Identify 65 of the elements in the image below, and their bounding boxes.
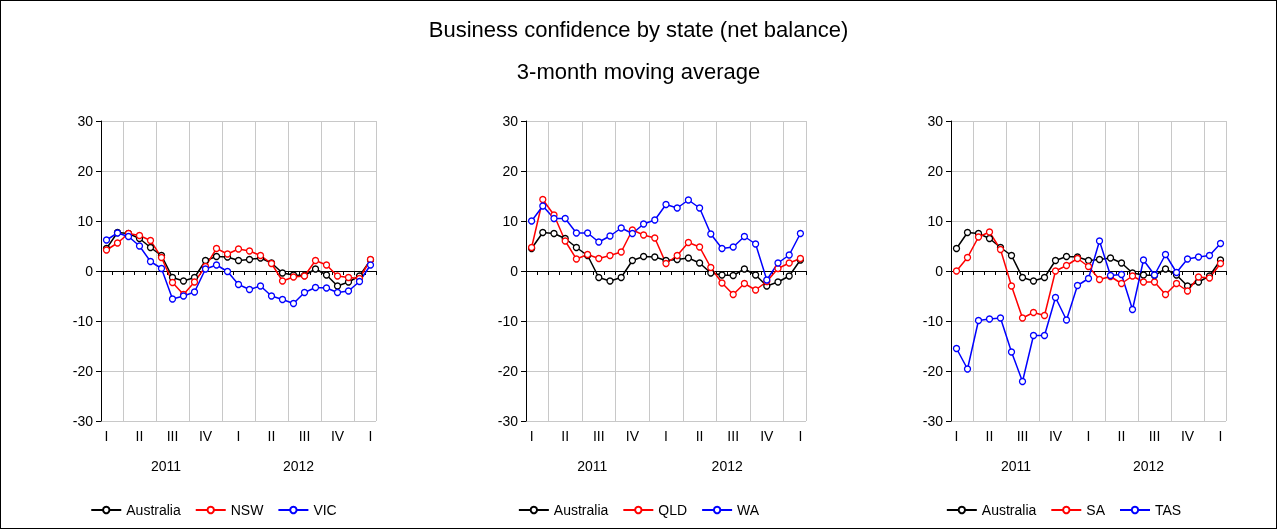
- x-tick-label: III: [1148, 428, 1161, 444]
- legend-label: TAS: [1154, 502, 1182, 518]
- x-tick-label: II: [135, 428, 144, 444]
- x-tick-label: II: [985, 428, 994, 444]
- y-tick-label: 0: [935, 263, 944, 279]
- y-tick-label: -10: [922, 313, 944, 329]
- x-tick-label: II: [695, 428, 704, 444]
- x-tick-label: I: [368, 428, 373, 444]
- y-tick-label: -10: [72, 313, 94, 329]
- x-tick-label: IV: [760, 428, 775, 444]
- x-tick-label: III: [1016, 428, 1029, 444]
- y-tick-label: 30: [927, 113, 944, 129]
- y-tick-label: 10: [77, 213, 94, 229]
- x-tick-label: I: [798, 428, 803, 444]
- x-tick-label: I: [1218, 428, 1223, 444]
- text: 2012: [711, 458, 743, 474]
- x-tick-label: II: [1117, 428, 1126, 444]
- legend-label: QLD: [658, 502, 688, 518]
- x-tick-label: III: [592, 428, 605, 444]
- x-tick-label: III: [166, 428, 179, 444]
- y-tick-label: 10: [927, 213, 944, 229]
- chart-subtitle: 3-month moving average: [516, 58, 761, 84]
- y-tick-label: 0: [510, 263, 519, 279]
- legend-label: Australia: [553, 502, 609, 518]
- x-tick-label: I: [1086, 428, 1091, 444]
- x-tick-label: II: [561, 428, 570, 444]
- text: 2012: [1133, 458, 1165, 474]
- legend-label: NSW: [230, 502, 265, 518]
- y-tick-label: 30: [502, 113, 519, 129]
- legend-label: Australia: [981, 502, 1037, 518]
- y-tick-label: 10: [502, 213, 519, 229]
- legend-label: VIC: [313, 502, 337, 518]
- y-tick-label: 20: [77, 163, 94, 179]
- legend-label: WA: [737, 502, 760, 518]
- text: 2011: [1001, 458, 1032, 474]
- y-tick-label: -30: [497, 413, 519, 429]
- x-tick-label: IV: [625, 428, 640, 444]
- y-tick-label: -20: [922, 363, 944, 379]
- y-tick-label: -30: [72, 413, 94, 429]
- y-tick-label: 30: [77, 113, 94, 129]
- x-tick-label: II: [267, 428, 276, 444]
- x-tick-label: I: [104, 428, 109, 444]
- x-tick-label: IV: [1180, 428, 1195, 444]
- legend-label: Australia: [126, 502, 181, 518]
- x-tick-label: I: [664, 428, 668, 444]
- text: 2011: [151, 458, 182, 474]
- text: 2011: [577, 458, 608, 474]
- y-tick-label: -30: [922, 413, 944, 429]
- y-tick-label: -20: [497, 363, 519, 379]
- y-tick-label: -20: [72, 363, 94, 379]
- y-tick-label: 20: [502, 163, 519, 179]
- x-tick-label: IV: [1048, 428, 1063, 444]
- x-tick-label: I: [236, 428, 241, 444]
- y-tick-label: 0: [85, 263, 94, 279]
- x-tick-label: III: [727, 428, 740, 444]
- y-tick-label: 20: [927, 163, 944, 179]
- text: 2012: [283, 458, 315, 474]
- x-tick-label: IV: [330, 428, 345, 444]
- x-tick-label: III: [298, 428, 311, 444]
- legend-label: SA: [1086, 502, 1106, 518]
- y-tick-label: -10: [497, 313, 519, 329]
- chart-title: Business confidence by state (net balance): [428, 16, 849, 42]
- x-tick-label: IV: [198, 428, 213, 444]
- x-tick-label: I: [529, 428, 534, 444]
- x-tick-label: I: [954, 428, 959, 444]
